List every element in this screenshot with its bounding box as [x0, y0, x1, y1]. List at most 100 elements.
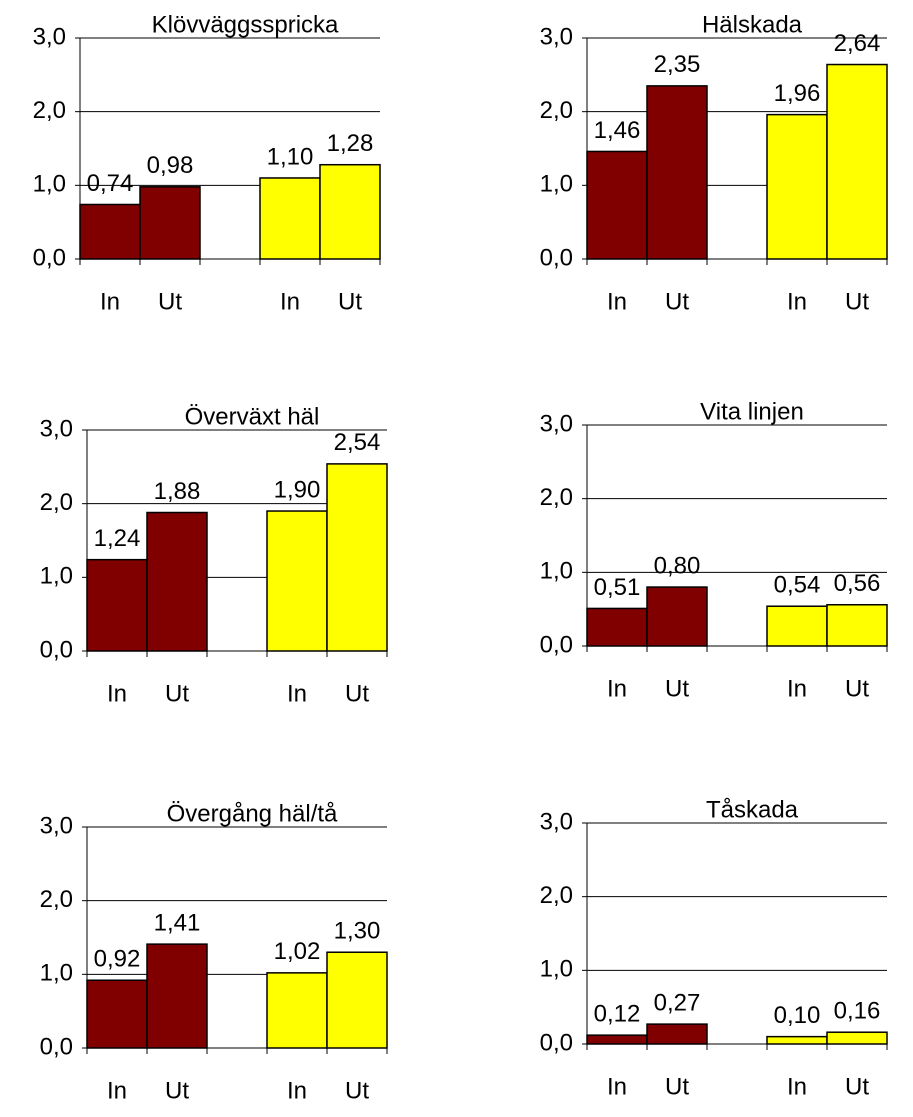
bar [86, 558, 148, 652]
x-tick-label: Ut [845, 675, 869, 702]
bar [146, 511, 208, 652]
bar [826, 63, 888, 260]
x-tick-label: Ut [665, 675, 689, 702]
bar [826, 1031, 888, 1045]
value-label: 0,80 [654, 552, 701, 579]
value-label: 1,41 [154, 909, 201, 936]
bar [266, 972, 328, 1049]
value-label: 0,56 [834, 570, 881, 597]
x-tick-label: In [287, 680, 307, 707]
x-tick-label: Ut [338, 288, 362, 315]
chart-title: Klövväggsspricka [152, 11, 339, 38]
y-tick-label: 3,0 [33, 23, 66, 50]
bar [646, 1023, 708, 1045]
panel: 0,0 1,0 2,0 3,0 In 0,51 Ut 0,80 In 0,54 Ut 0,56 Vita… [540, 398, 888, 702]
panel: 0,0 1,0 2,0 3,0 In 1,24 Ut 1,88 In 1,90 Ut 2,54 Över… [40, 403, 388, 707]
x-tick-label: In [607, 288, 627, 315]
y-tick-label: 3,0 [540, 23, 573, 50]
value-label: 2,35 [654, 51, 701, 78]
x-tick-label: Ut [165, 680, 189, 707]
panel: 0,0 1,0 2,0 3,0 In 1,46 Ut 2,35 In 1,96 Ut 2,64 Häls… [540, 11, 888, 315]
value-label: 1,02 [274, 938, 321, 965]
chart-title: Överväxt häl [185, 403, 320, 430]
y-tick-label: 0,0 [33, 244, 66, 271]
value-label: 0,98 [147, 152, 194, 179]
y-tick-label: 3,0 [540, 808, 573, 835]
value-label: 0,54 [774, 572, 821, 599]
value-label: 0,27 [654, 989, 701, 1016]
panel: 0,0 1,0 2,0 3,0 In 0,74 Ut 0,98 In 1,10 Ut 1,28 Klöv… [33, 11, 381, 315]
bar [646, 85, 708, 260]
chart-title: Hälskada [702, 11, 803, 38]
y-tick-label: 1,0 [40, 563, 73, 590]
x-tick-label: In [100, 288, 120, 315]
value-label: 0,16 [834, 998, 881, 1025]
y-tick-label: 0,0 [540, 631, 573, 658]
value-label: 2,54 [334, 429, 381, 456]
x-tick-label: Ut [665, 1073, 689, 1100]
x-tick-label: In [787, 288, 807, 315]
x-tick-label: In [287, 1077, 307, 1104]
x-tick-label: In [280, 288, 300, 315]
y-tick-label: 2,0 [540, 97, 573, 124]
chart-title: Övergång häl/tå [167, 800, 338, 827]
y-tick-label: 2,0 [540, 882, 573, 909]
bar [319, 163, 381, 260]
value-label: 2,64 [834, 30, 881, 57]
y-tick-label: 2,0 [540, 484, 573, 511]
bar [79, 203, 141, 260]
value-label: 1,46 [594, 117, 641, 144]
panel: 0,0 1,0 2,0 3,0 In 0,92 Ut 1,41 In 1,02 Ut 1,30 Över… [40, 800, 388, 1104]
bar [146, 943, 208, 1049]
value-label: 1,28 [327, 130, 374, 157]
y-tick-label: 3,0 [40, 415, 73, 442]
value-label: 1,30 [334, 918, 381, 945]
y-tick-label: 2,0 [40, 489, 73, 516]
y-tick-label: 1,0 [33, 171, 66, 198]
x-tick-label: Ut [845, 288, 869, 315]
value-label: 0,12 [594, 1001, 641, 1028]
y-tick-label: 3,0 [40, 812, 73, 839]
bar [86, 979, 148, 1049]
bar [646, 586, 708, 647]
panel: 0,0 1,0 2,0 3,0 In 0,12 Ut 0,27 In 0,10 Ut 0,16 Tåsk… [540, 796, 888, 1100]
bar [326, 951, 388, 1049]
y-tick-label: 0,0 [40, 636, 73, 663]
bar [586, 1034, 648, 1045]
value-label: 1,10 [267, 143, 314, 170]
bar [766, 113, 828, 260]
x-tick-label: Ut [665, 288, 689, 315]
value-label: 1,88 [154, 478, 201, 505]
x-tick-label: In [607, 1073, 627, 1100]
y-tick-label: 0,0 [540, 1029, 573, 1056]
x-tick-label: Ut [345, 1077, 369, 1104]
y-tick-label: 1,0 [40, 960, 73, 987]
value-label: 1,24 [94, 525, 141, 552]
x-tick-label: In [607, 675, 627, 702]
y-tick-label: 0,0 [540, 244, 573, 271]
chart-title: Tåskada [706, 796, 799, 823]
x-tick-label: Ut [845, 1073, 869, 1100]
bar [586, 607, 648, 647]
chart-title: Vita linjen [700, 398, 804, 425]
y-tick-label: 1,0 [540, 956, 573, 983]
y-tick-label: 0,0 [40, 1033, 73, 1060]
bar [766, 1035, 828, 1045]
value-label: 1,96 [774, 80, 821, 107]
bar [139, 186, 201, 260]
y-tick-label: 1,0 [540, 558, 573, 585]
y-tick-label: 3,0 [540, 410, 573, 437]
value-label: 0,51 [594, 574, 641, 601]
value-label: 0,74 [87, 170, 134, 197]
x-tick-label: Ut [345, 680, 369, 707]
bar [266, 510, 328, 652]
x-tick-label: In [107, 1077, 127, 1104]
bar [259, 177, 321, 260]
bar [586, 150, 648, 260]
value-label: 0,10 [774, 1002, 821, 1029]
x-tick-label: In [787, 675, 807, 702]
y-tick-label: 2,0 [33, 97, 66, 124]
y-tick-label: 2,0 [40, 886, 73, 913]
